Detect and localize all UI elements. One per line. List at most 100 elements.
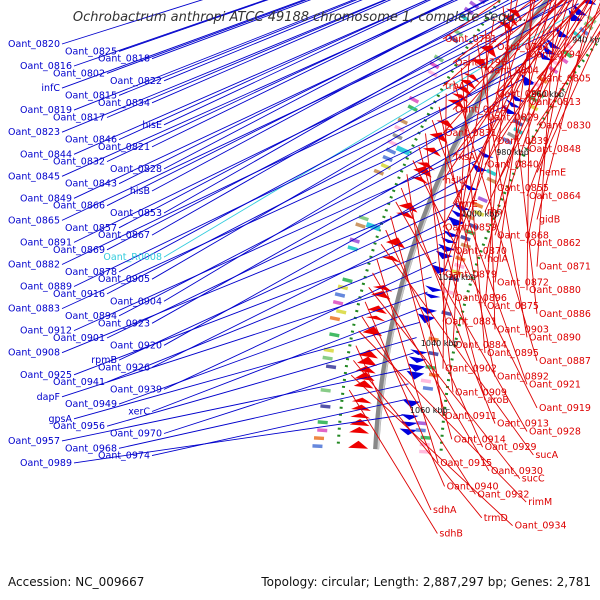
label-layer: 820 kbp840 kbp860 kbp880 kbp900 kbp920 k… bbox=[8, 34, 600, 540]
footer-bar: Accession: NC_009667 Topology: circular;… bbox=[0, 566, 600, 600]
gene-label-left: xerC bbox=[128, 407, 150, 418]
leader-line-right bbox=[484, 0, 565, 71]
leader-line-right bbox=[452, 0, 518, 299]
reverse-gene-arrow bbox=[458, 79, 477, 90]
leader-line-left bbox=[61, 367, 411, 442]
gene-label-right: Oant_0862 bbox=[529, 238, 581, 249]
reverse-gene-arrow bbox=[436, 120, 455, 130]
gene-label-right: Oant_0895 bbox=[487, 348, 539, 359]
cog-reverse-block bbox=[320, 404, 331, 409]
cog-reverse-block bbox=[394, 124, 405, 133]
leader-line-right bbox=[526, 0, 575, 244]
leader-line-left bbox=[151, 0, 510, 192]
gene-label-right: Oant_0864 bbox=[529, 191, 581, 202]
leader-line-left bbox=[106, 0, 387, 118]
gene-label-right: Oant_0870 bbox=[455, 246, 507, 257]
gene-label-left: Oant_0802 bbox=[53, 68, 105, 79]
gene-label-left: rpmB bbox=[91, 355, 117, 366]
gene-label-right: Oant_0872 bbox=[497, 277, 549, 288]
gene-label-left: Oant_0908 bbox=[8, 348, 60, 359]
leader-line-right bbox=[452, 0, 563, 110]
leader-line-left bbox=[61, 0, 533, 221]
reverse-gene-arrow bbox=[351, 404, 371, 412]
cog-forward-block bbox=[460, 234, 471, 242]
leader-line-right bbox=[442, 0, 564, 134]
gene-label-left: Oant_0822 bbox=[110, 76, 162, 87]
gene-label-right: Oant_0868 bbox=[497, 230, 549, 241]
leader-line-left bbox=[61, 0, 386, 133]
gene-label-left: Oant_0923 bbox=[98, 318, 150, 329]
gene-label-right: trpA bbox=[445, 81, 466, 92]
forward-gene-arrow bbox=[425, 285, 443, 293]
leader-line-right bbox=[484, 0, 590, 165]
leader-line-left bbox=[73, 414, 405, 464]
gene-label-left: Oant_0878 bbox=[65, 267, 117, 278]
gene-label-left: Oant_0825 bbox=[65, 46, 117, 57]
gene-label-right: Oant_0896 bbox=[455, 293, 507, 304]
tick-mark bbox=[441, 408, 450, 411]
gene-label-right: Oant_0884 bbox=[455, 340, 507, 351]
gene-label-left: Oant_0816 bbox=[20, 61, 72, 72]
leader-line-left bbox=[106, 160, 477, 339]
gene-label-right: Oant_0848 bbox=[529, 144, 581, 155]
gene-label-left: Oant_0834 bbox=[98, 98, 150, 109]
cog-forward-block bbox=[420, 435, 431, 440]
forward-gene-arrow bbox=[450, 209, 468, 217]
leader-line-left bbox=[151, 398, 407, 457]
tick-label: 1020 kbp bbox=[438, 273, 476, 282]
cog-forward-block bbox=[451, 269, 462, 276]
gene-label-left: Oant_0867 bbox=[98, 230, 150, 241]
gene-label-right: Oant_0840 bbox=[487, 160, 539, 171]
leader-line-right bbox=[502, 5, 538, 314]
leader-line-left bbox=[118, 0, 428, 141]
cog-reverse-block bbox=[332, 299, 344, 306]
cog-reverse-block bbox=[320, 388, 331, 393]
leader-line-left bbox=[163, 261, 437, 390]
leader-line-left bbox=[151, 0, 312, 60]
cog-reverse-block bbox=[329, 332, 340, 338]
leader-line-right bbox=[350, 374, 513, 527]
cog-forward-block bbox=[528, 103, 539, 112]
gene-label-left: Oant_0844 bbox=[20, 149, 72, 160]
gene-label-right: Oant_0928 bbox=[529, 427, 581, 438]
gene-label-left: Oant_0869 bbox=[53, 245, 105, 256]
leader-line-left bbox=[118, 291, 428, 405]
leader-line-right bbox=[355, 345, 432, 511]
cog-reverse-block bbox=[385, 147, 397, 155]
gene-label-right: Oant_0892 bbox=[497, 372, 549, 383]
cog-reverse-block bbox=[317, 420, 328, 425]
gene-label-right: Oant_0875 bbox=[487, 301, 539, 312]
cog-forward-block bbox=[532, 81, 544, 90]
tick-label: 980 kbp bbox=[496, 148, 529, 157]
leader-line-right bbox=[494, 0, 570, 236]
gene-label-right: Oant_0813 bbox=[529, 97, 581, 108]
reverse-gene-arrow bbox=[349, 418, 370, 427]
gene-label-left: Oant_0849 bbox=[20, 193, 72, 204]
gene-label-left: Oant_0828 bbox=[110, 164, 162, 175]
gene-label-right: Oant_0921 bbox=[529, 379, 581, 390]
gene-label-right: sdhA bbox=[433, 505, 457, 516]
leader-line-right bbox=[460, 67, 486, 354]
cog-reverse-block bbox=[312, 444, 323, 449]
cog-forward-block bbox=[562, 49, 573, 59]
leader-line-right bbox=[406, 174, 444, 416]
gene-label-right: Oant_0880 bbox=[529, 285, 581, 296]
cog-reverse-block bbox=[325, 364, 337, 370]
gene-label-right: Oant_0855 bbox=[497, 183, 549, 194]
leader-line-left bbox=[106, 0, 308, 74]
cog-forward-block bbox=[486, 168, 497, 177]
gene-label-right: Oant_0805 bbox=[539, 73, 591, 84]
leader-line-left bbox=[118, 383, 409, 449]
leader-line-right bbox=[395, 201, 528, 432]
leader-line-right bbox=[526, 2, 600, 197]
cog-forward-block bbox=[460, 242, 472, 250]
cog-reverse-block bbox=[358, 214, 369, 222]
cog-reverse-block bbox=[347, 245, 358, 252]
forward-gene-arrow bbox=[399, 428, 418, 436]
gene-label-right: Oant_0879 bbox=[445, 270, 497, 281]
gene-label-left: Oant_0866 bbox=[53, 201, 105, 212]
forward-gene-arrow bbox=[453, 202, 471, 211]
reverse-gene-arrow bbox=[471, 58, 488, 71]
gene-label-left: Oant_0974 bbox=[98, 451, 150, 462]
leader-line-left bbox=[73, 65, 532, 287]
